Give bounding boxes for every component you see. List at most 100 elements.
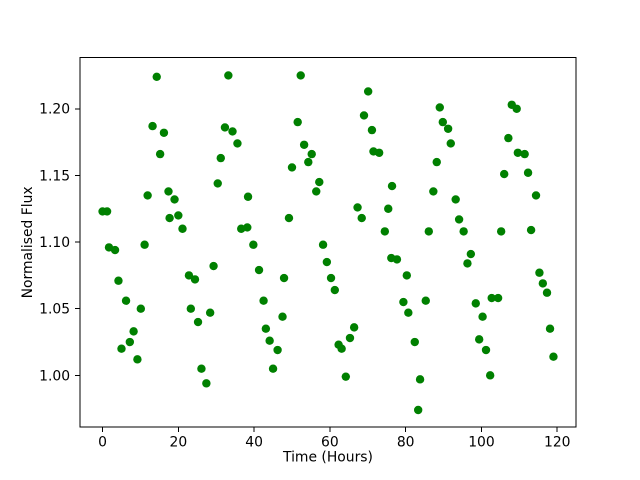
data-point: [384, 204, 393, 213]
data-point: [349, 323, 359, 332]
data-point: [451, 195, 460, 204]
y-tick-label: 1.00: [39, 368, 70, 384]
data-point: [296, 71, 305, 80]
data-point: [413, 405, 423, 415]
data-point: [202, 379, 211, 388]
data-point: [133, 355, 142, 364]
data-point: [435, 103, 444, 112]
data-point: [243, 192, 253, 201]
data-point: [148, 121, 157, 131]
data-point: [190, 275, 200, 284]
data-point: [304, 157, 313, 167]
data-point: [404, 308, 413, 317]
data-point: [421, 296, 430, 305]
data-point: [265, 336, 274, 345]
data-point: [114, 276, 123, 285]
x-tick-label: 120: [544, 434, 571, 450]
data-point: [463, 259, 472, 268]
data-point: [374, 148, 384, 157]
data-point: [487, 293, 496, 303]
data-point: [249, 240, 258, 249]
data-point: [500, 169, 509, 179]
y-axis-label: Normalised Flux: [20, 186, 36, 298]
data-point: [178, 224, 187, 233]
y-tick-label: 1.05: [39, 302, 70, 318]
data-point: [446, 139, 455, 148]
y-tick-label: 1.20: [39, 102, 70, 118]
data-point: [216, 153, 225, 163]
data-point: [466, 249, 476, 259]
data-point: [443, 124, 453, 133]
data-point: [485, 371, 495, 380]
data-point: [337, 344, 346, 353]
data-point: [224, 71, 233, 80]
data-point: [197, 364, 206, 373]
data-point: [520, 149, 529, 159]
data-point: [268, 364, 278, 373]
data-point: [287, 163, 297, 172]
data-point: [459, 227, 468, 236]
data-point: [318, 240, 328, 249]
data-point: [432, 157, 441, 167]
data-point: [474, 335, 484, 344]
data-point: [186, 304, 196, 313]
data-point: [513, 148, 523, 157]
data-point: [493, 293, 503, 303]
data-point: [261, 324, 271, 333]
data-point: [357, 213, 366, 223]
data-point: [140, 240, 149, 249]
data-point: [549, 352, 558, 361]
data-point: [184, 271, 194, 280]
data-point: [129, 327, 138, 336]
data-point: [307, 149, 316, 159]
data-point: [322, 257, 332, 267]
data-point: [110, 245, 120, 255]
data-point: [174, 211, 183, 220]
data-point: [213, 179, 222, 188]
data-point: [367, 125, 377, 135]
data-point: [399, 297, 408, 307]
data-point: [117, 344, 126, 353]
data-point: [312, 187, 321, 196]
x-tick-label: 40: [245, 434, 263, 450]
data-point: [526, 225, 536, 235]
data-point: [353, 203, 362, 212]
data-point: [545, 324, 555, 333]
data-point: [102, 207, 112, 216]
data-point: [152, 72, 161, 81]
data-point: [359, 111, 369, 120]
data-point: [415, 375, 425, 384]
data-point: [143, 191, 152, 200]
data-point: [165, 213, 174, 223]
data-point: [402, 271, 412, 280]
data-point: [299, 140, 309, 149]
data-point: [293, 117, 302, 127]
data-point: [326, 273, 336, 283]
data-point: [531, 191, 541, 200]
data-point: [170, 195, 179, 204]
data-point: [259, 296, 268, 305]
data-point: [523, 168, 533, 177]
data-point: [330, 285, 340, 295]
data-point: [209, 261, 218, 271]
data-point: [284, 213, 294, 223]
data-point: [243, 223, 252, 232]
data-point: [345, 333, 355, 343]
data-point: [471, 299, 480, 308]
x-tick-label: 0: [98, 434, 107, 450]
data-point: [228, 127, 237, 136]
data-point: [424, 227, 433, 236]
data-point: [496, 227, 506, 236]
data-point: [438, 117, 448, 127]
data-point: [193, 317, 203, 327]
x-tick-label: 20: [169, 434, 187, 450]
data-point: [429, 187, 438, 196]
y-tick-label: 1.10: [39, 235, 70, 251]
data-point: [504, 133, 513, 143]
data-point: [254, 265, 264, 275]
x-tick-label: 60: [321, 434, 339, 450]
data-point: [159, 128, 169, 137]
